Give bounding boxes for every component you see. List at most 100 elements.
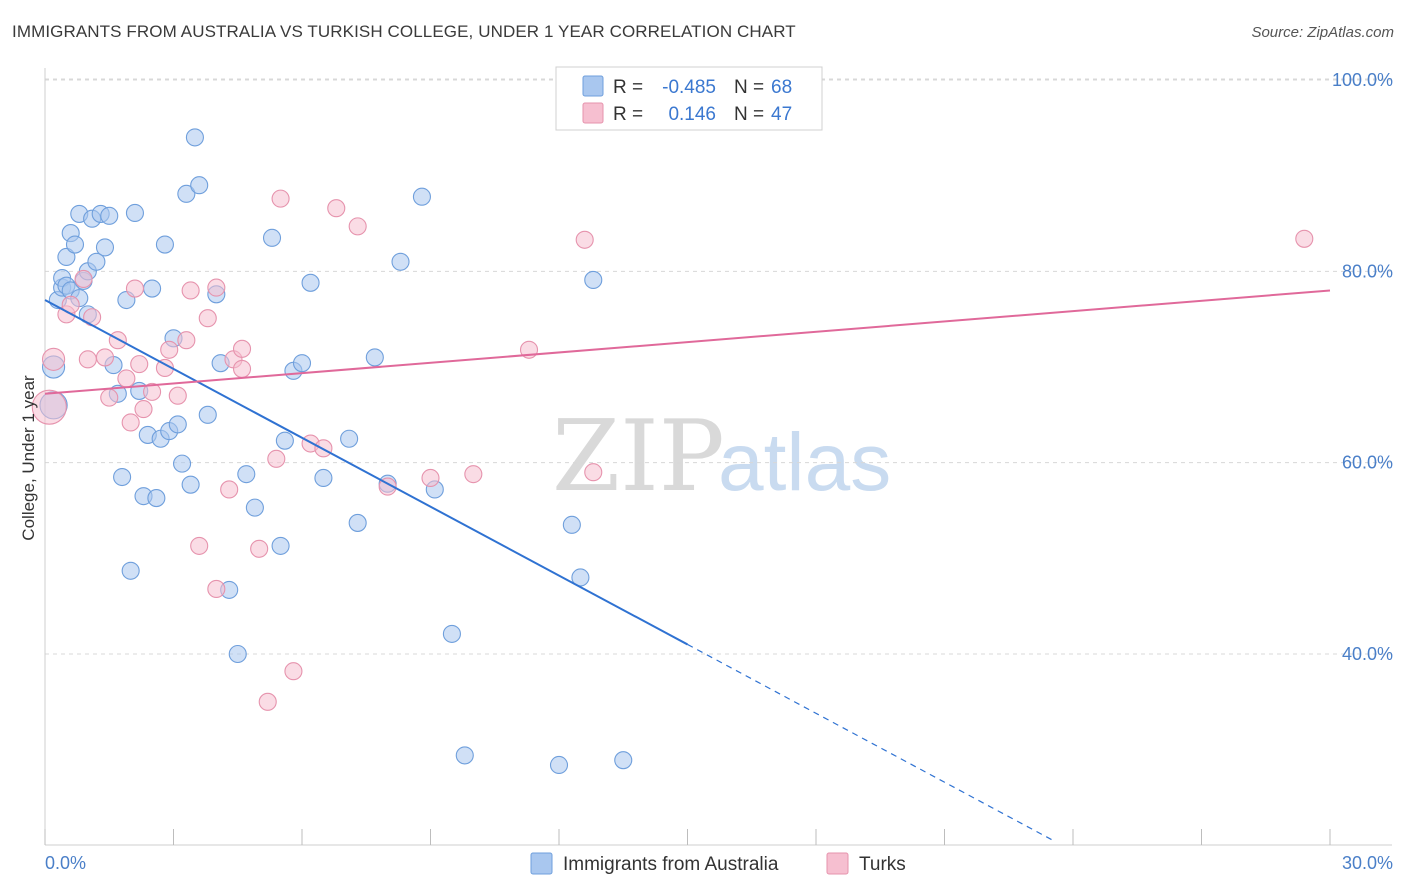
point-turks-33 — [284, 662, 303, 681]
point-australia-25 — [125, 203, 144, 223]
point-australia-19 — [100, 206, 119, 225]
point-turks-22 — [198, 309, 217, 328]
point-australia-65 — [549, 755, 569, 775]
point-turks-10 — [117, 369, 136, 388]
bottom-legend-swatch-turks — [826, 852, 849, 875]
point-turks-39 — [421, 468, 440, 488]
point-turks-30 — [258, 692, 277, 711]
legend-swatch-turks — [582, 102, 604, 124]
series-australia-points — [39, 128, 633, 775]
point-turks-21 — [190, 536, 209, 555]
point-turks-15 — [143, 382, 162, 401]
point-australia-18 — [95, 238, 115, 257]
point-turks-8 — [100, 388, 119, 407]
point-australia-48 — [262, 228, 282, 247]
point-turks-18 — [168, 386, 187, 405]
point-australia-38 — [185, 128, 204, 147]
point-australia-41 — [198, 405, 217, 424]
point-australia-52 — [292, 354, 312, 373]
x-ticks — [44, 829, 1331, 845]
chart-title: IMMIGRANTS FROM AUSTRALIA VS TURKISH COL… — [12, 22, 796, 41]
y-tick-label-100: 100.0% — [1332, 70, 1393, 90]
point-turks-37 — [348, 217, 367, 236]
point-turks-44 — [584, 463, 603, 482]
point-australia-5 — [57, 247, 76, 267]
y-tick-labels: 40.0% 60.0% 80.0% 100.0% — [1332, 70, 1393, 664]
y-tick-label-80: 80.0% — [1342, 261, 1393, 281]
point-turks-13 — [130, 355, 149, 374]
point-australia-67 — [584, 270, 603, 289]
point-turks-23 — [207, 579, 226, 598]
point-turks-27 — [232, 339, 252, 358]
trend-line-australia — [44, 299, 688, 646]
point-turks-4 — [74, 269, 93, 289]
point-australia-66 — [562, 515, 581, 534]
point-australia-54 — [314, 468, 333, 488]
point-australia-55 — [340, 429, 359, 448]
point-australia-62 — [442, 624, 461, 643]
point-australia-40 — [181, 475, 200, 494]
point-australia-39 — [190, 176, 209, 195]
bottom-legend-label-turks: Turks — [859, 854, 906, 875]
point-australia-49 — [271, 536, 290, 555]
point-australia-24 — [121, 561, 140, 580]
point-australia-63 — [455, 746, 474, 765]
point-australia-53 — [301, 273, 320, 292]
legend-n-label-australia: N = — [734, 77, 764, 98]
legend-r-value-turks: 0.146 — [668, 104, 716, 125]
legend-r-value-australia: -0.485 — [662, 77, 716, 98]
point-turks-40 — [464, 465, 483, 484]
watermark-zip: ZIP — [552, 400, 725, 514]
series-legend: Immigrants from Australia Turks — [530, 852, 906, 875]
trend-line-turks — [44, 289, 1331, 395]
legend-r-label-turks: R = — [613, 104, 643, 125]
point-turks-24 — [207, 278, 226, 297]
point-turks-28 — [232, 359, 252, 378]
point-turks-11 — [121, 413, 140, 432]
point-turks-25 — [220, 480, 239, 499]
point-australia-46 — [237, 465, 256, 484]
point-australia-37 — [177, 184, 196, 203]
point-turks-5 — [78, 350, 97, 369]
series-turks-points — [31, 70, 1314, 711]
point-australia-36 — [173, 454, 192, 473]
point-australia-50 — [275, 431, 294, 450]
point-turks-9 — [108, 331, 127, 350]
point-turks-14 — [134, 400, 153, 419]
point-australia-30 — [147, 489, 166, 508]
point-turks-43 — [575, 230, 594, 249]
x-tick-label-max: 30.0% — [1342, 853, 1393, 873]
point-australia-60 — [412, 187, 431, 206]
point-turks-45 — [1295, 229, 1314, 248]
watermark: ZIP atlas — [552, 400, 891, 514]
point-australia-47 — [245, 498, 264, 517]
point-australia-68 — [614, 751, 633, 770]
point-turks-7 — [95, 348, 115, 367]
point-turks-36 — [327, 199, 346, 218]
point-australia-56 — [348, 513, 367, 532]
point-turks-1 — [41, 347, 66, 371]
point-turks-19 — [177, 331, 196, 350]
point-turks-20 — [181, 281, 200, 300]
point-turks-12 — [125, 279, 144, 298]
point-australia-16 — [87, 252, 106, 271]
point-turks-32 — [271, 189, 290, 208]
legend-n-value-australia: 68 — [771, 77, 792, 98]
point-australia-45 — [228, 644, 247, 664]
y-tick-label-60: 60.0% — [1342, 453, 1393, 473]
legend-n-label-turks: N = — [734, 104, 764, 125]
legend-n-value-turks: 47 — [771, 104, 792, 125]
point-australia-59 — [391, 252, 410, 271]
point-australia-9 — [65, 235, 85, 254]
point-australia-35 — [168, 415, 187, 434]
legend-r-label-australia: R = — [613, 77, 643, 98]
trend-line-australia-extension — [687, 643, 1052, 841]
y-tick-label-40: 40.0% — [1342, 644, 1393, 664]
legend-swatch-australia — [582, 75, 604, 97]
point-australia-57 — [365, 348, 384, 367]
bottom-legend-label-australia: Immigrants from Australia — [563, 854, 779, 875]
point-turks-17 — [160, 340, 179, 359]
point-turks-29 — [250, 539, 269, 558]
point-turks-0 — [31, 389, 67, 425]
